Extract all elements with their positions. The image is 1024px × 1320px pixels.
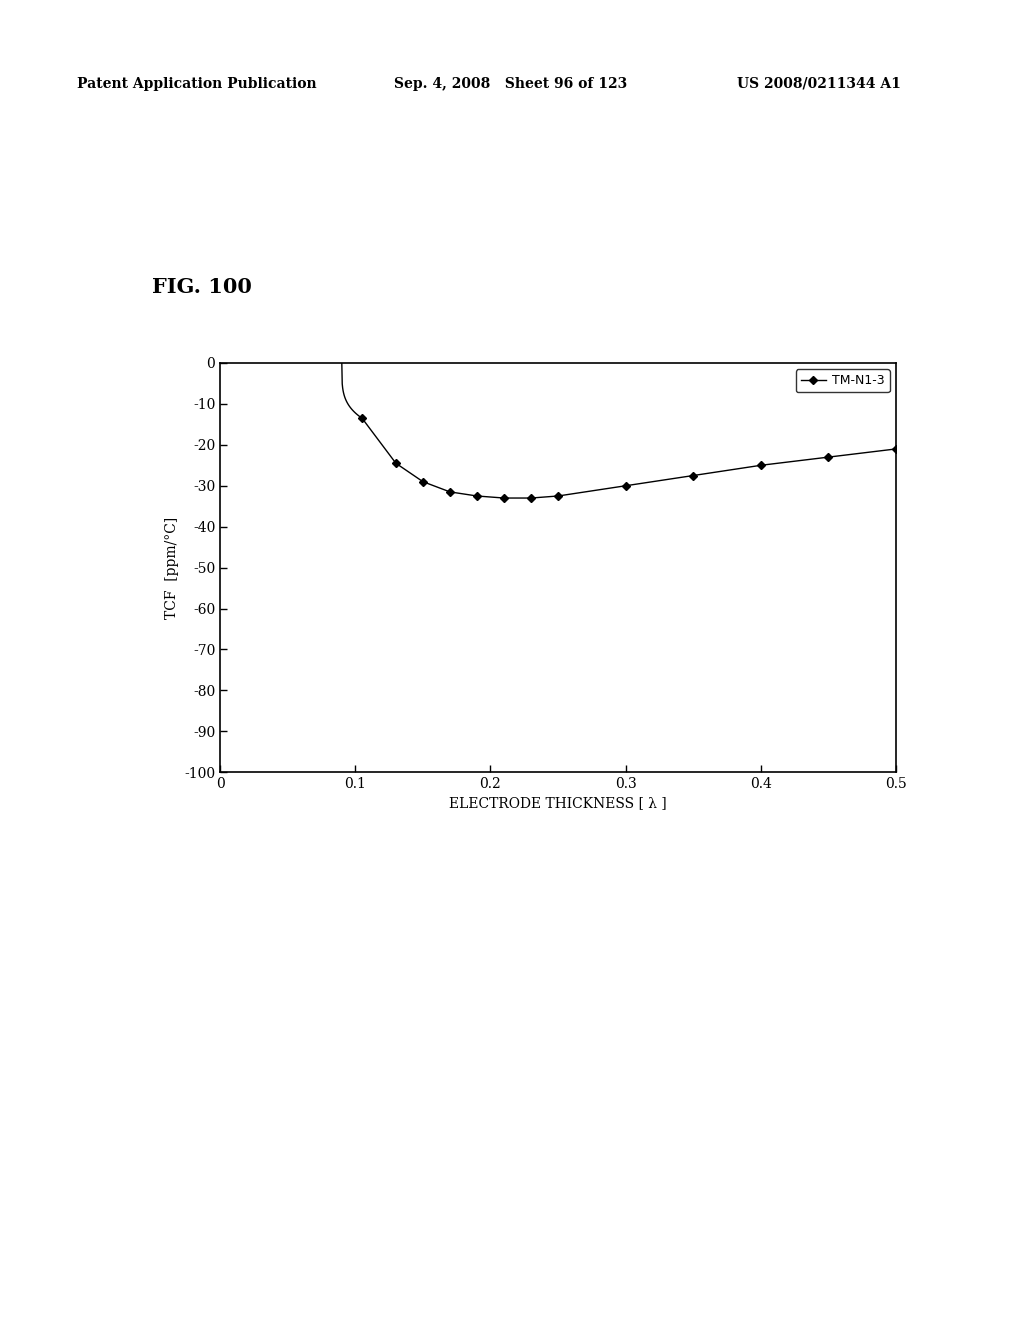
TM-N1-3: [498, 490, 510, 506]
TM-N1-3: [390, 455, 402, 471]
TM-N1-3: [890, 441, 902, 457]
TM-N1-3: [443, 484, 456, 500]
TM-N1-3: [356, 411, 369, 426]
TM-N1-3: [687, 467, 699, 483]
Text: Patent Application Publication: Patent Application Publication: [77, 77, 316, 91]
Text: FIG. 100: FIG. 100: [152, 277, 252, 297]
TM-N1-3: [822, 449, 835, 465]
Text: Sep. 4, 2008   Sheet 96 of 123: Sep. 4, 2008 Sheet 96 of 123: [394, 77, 628, 91]
Text: US 2008/0211344 A1: US 2008/0211344 A1: [737, 77, 901, 91]
TM-N1-3: [755, 457, 767, 473]
TM-N1-3: [620, 478, 632, 494]
TM-N1-3: [525, 490, 538, 506]
Line: TM-N1-3: TM-N1-3: [359, 416, 899, 500]
TM-N1-3: [471, 488, 483, 504]
TM-N1-3: [552, 488, 564, 504]
Legend: TM-N1-3: TM-N1-3: [796, 370, 890, 392]
Y-axis label: TCF  [ppm/°C]: TCF [ppm/°C]: [165, 516, 178, 619]
TM-N1-3: [417, 474, 429, 490]
X-axis label: ELECTRODE THICKNESS [ λ ]: ELECTRODE THICKNESS [ λ ]: [450, 796, 667, 810]
